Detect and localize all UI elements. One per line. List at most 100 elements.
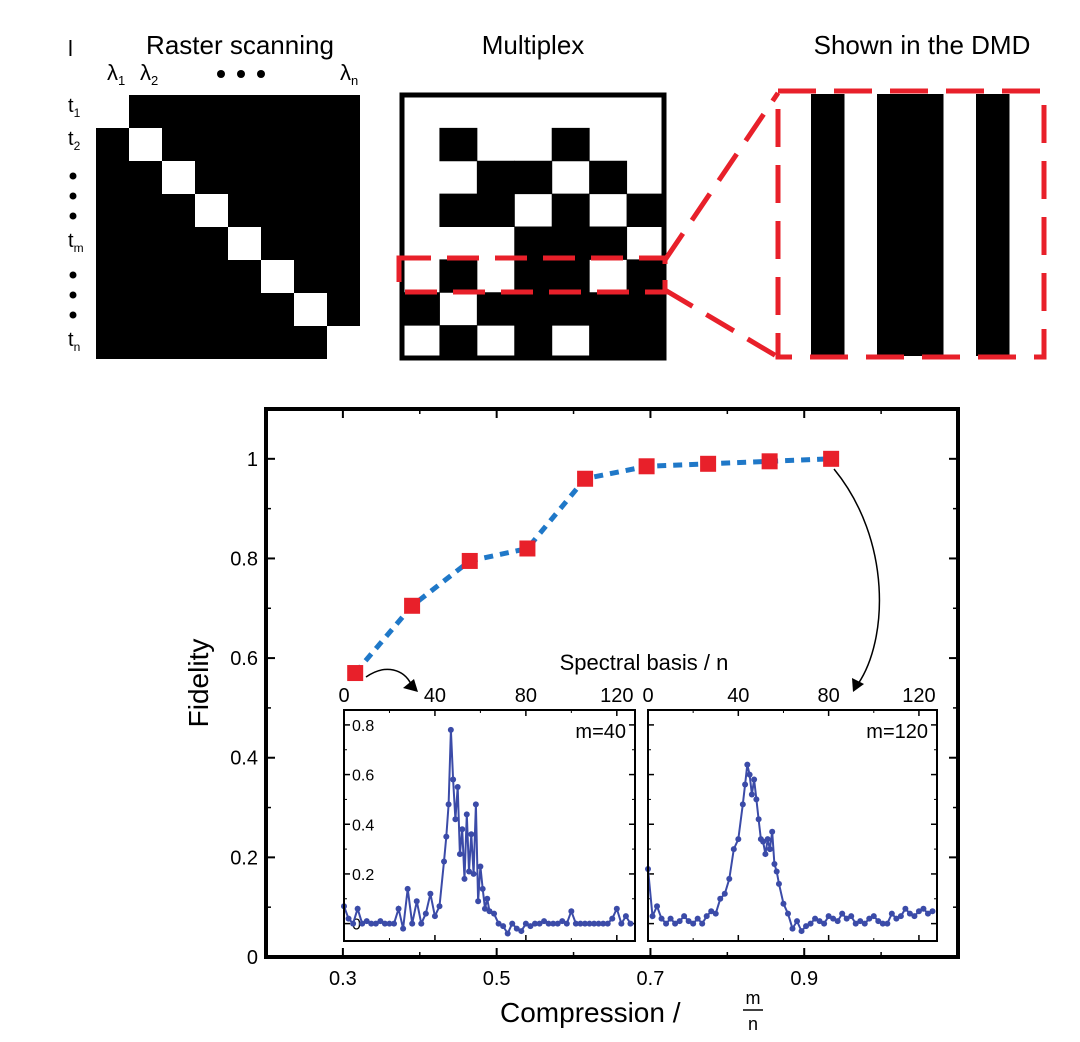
spectrum-point (843, 915, 850, 922)
inset-x-tick-label: 120 (600, 685, 633, 707)
spectrum-point (531, 920, 538, 927)
spectrum-point (699, 920, 706, 927)
multiplex-cell (514, 226, 553, 260)
inset-right-annotation: m=120 (866, 721, 928, 743)
zoom-connector-bottom (663, 287, 780, 360)
multiplex-cell (402, 292, 440, 326)
inset-y-tick-label: 0.2 (352, 867, 374, 884)
multiplex-highlight-box (396, 255, 668, 295)
raster-row-label-1: t1 (68, 95, 81, 120)
spectrum-point (581, 920, 588, 927)
spectrum-point (386, 920, 393, 927)
spectrum-point (875, 918, 882, 925)
multiplex-frame (399, 92, 667, 361)
inset-x-tick-label: 0 (642, 685, 653, 707)
multiplex-cell (439, 325, 478, 359)
inset-x-tick-label: 0 (338, 685, 349, 707)
spectrum-point (857, 918, 864, 925)
raster-matrix-cell (261, 260, 294, 293)
inset-left-background (344, 710, 635, 941)
spectrum-point (897, 913, 904, 920)
spectrum-point (409, 920, 416, 927)
fidelity-series-line (353, 456, 832, 675)
y-tick-label: 0.4 (230, 748, 258, 770)
fidelity-point (638, 458, 655, 475)
vertical-dot (69, 172, 77, 180)
spectrum-point (456, 851, 463, 858)
spectrum-point (906, 910, 913, 917)
spectrum-point (764, 836, 771, 843)
spectrum-point (685, 918, 692, 925)
spectrum-point (766, 846, 773, 853)
spectrum-point (861, 920, 868, 927)
spectrum-point (769, 828, 776, 835)
spectrum-point (381, 920, 388, 927)
spectrum-point (717, 895, 724, 902)
zoom-connector-top (662, 91, 781, 262)
spectrum-point (622, 913, 629, 920)
spectrum-point (391, 920, 398, 927)
spectrum-point (915, 908, 922, 915)
spectrum-point (486, 908, 493, 915)
dmd-title: Shown in the DMD (814, 30, 1031, 60)
spectrum-point (350, 920, 357, 927)
fidelity-point (519, 540, 536, 557)
spectrum-point (751, 776, 758, 783)
multiplex-cell (551, 127, 590, 162)
spectrum-point (839, 910, 846, 917)
inset-left-ticks: 0 40 80 120 0 0.2 0.4 0.6 0.8 (338, 685, 635, 941)
spectrum-point (441, 858, 448, 865)
multiplex-cell (626, 259, 665, 293)
spectrum-point (748, 791, 755, 798)
spectrum-point (794, 918, 801, 925)
spectrum-point (690, 920, 697, 927)
spectrum-point (866, 915, 873, 922)
spectrum-point (803, 923, 810, 930)
inset-left-frame (343, 709, 636, 942)
spectrum-point (466, 868, 473, 875)
spectrum-point (431, 913, 438, 920)
inset-y-tick-label: 0.6 (352, 768, 374, 785)
multiplex-cell (551, 226, 590, 260)
spectrum-point (450, 776, 457, 783)
spectrum-point (753, 796, 760, 803)
inset-left: 0 40 80 120 0 0.2 0.4 0.6 0.8 m=40 (338, 685, 636, 942)
raster-row-label-n: tn (68, 329, 80, 354)
fidelity-point (461, 552, 478, 569)
multiplex-cell (551, 292, 590, 326)
spectrum-point (703, 913, 710, 920)
spectrum-point (775, 880, 782, 887)
spectrum-point (345, 915, 352, 922)
raster-matrix-cell (294, 293, 327, 326)
spectrum-point (527, 923, 534, 930)
y-tick-label: 1 (247, 449, 258, 471)
x-axis-label: Compression / (500, 997, 681, 1028)
multiplex-cell (589, 292, 628, 326)
x-tick-label: 0.3 (329, 968, 357, 990)
spectrum-point (400, 925, 407, 932)
spectrum-point (595, 920, 602, 927)
y-tick-label: 0.6 (230, 648, 258, 670)
inset-charts: Spectral basis / n 0 40 80 120 0 0.2 0.4 0.6 0.8… (338, 650, 938, 942)
spectrum-point (568, 908, 575, 915)
dmd-stripes (811, 94, 1010, 356)
fidelity-point (700, 455, 717, 472)
annotation-arrowhead-left (403, 679, 418, 692)
spectrum-point (479, 885, 486, 892)
spectrum-point (911, 913, 918, 920)
raster-matrix (96, 95, 360, 359)
spectrum-point (563, 920, 570, 927)
multiplex-cell (626, 292, 665, 326)
spectrum-point (784, 910, 791, 917)
spectrum-point (920, 905, 927, 912)
spectrum-point (475, 898, 482, 905)
spectrum-point (509, 920, 516, 927)
spectrum-point (481, 905, 488, 912)
spectrum-point (760, 838, 767, 845)
spectrum-point (649, 913, 656, 920)
spectrum-point (780, 900, 787, 907)
inset-x-tick-label: 40 (424, 685, 446, 707)
main-plot-frame (264, 407, 960, 959)
y-tick-label: 0.8 (230, 548, 258, 570)
spectrum-point (609, 915, 616, 922)
